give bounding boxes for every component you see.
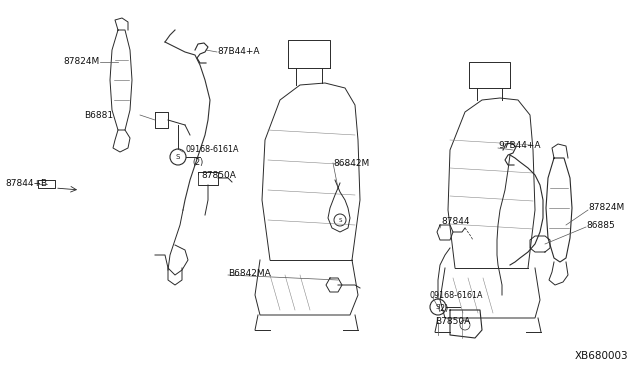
Text: S: S [436, 304, 440, 310]
Text: 87850A: 87850A [201, 170, 236, 180]
Circle shape [334, 214, 346, 226]
Text: 87824M: 87824M [588, 203, 624, 212]
Text: (2): (2) [437, 304, 448, 312]
Text: 86885: 86885 [586, 221, 615, 230]
Text: 86842M: 86842M [333, 158, 369, 167]
Text: (2): (2) [192, 157, 204, 167]
Text: 87B44+A: 87B44+A [217, 48, 259, 57]
Text: 09168-6161A: 09168-6161A [430, 292, 483, 301]
Circle shape [430, 299, 446, 315]
Text: 87844: 87844 [441, 218, 470, 227]
Text: B6881: B6881 [84, 110, 113, 119]
Text: B7850A: B7850A [435, 317, 470, 326]
Text: 97B44+A: 97B44+A [498, 141, 541, 150]
Text: 87824M: 87824M [64, 58, 100, 67]
Text: 87844+B: 87844+B [5, 180, 47, 189]
Text: 09168-6161A: 09168-6161A [186, 145, 239, 154]
Text: S: S [339, 218, 342, 222]
Text: B6842MA: B6842MA [228, 269, 271, 278]
Text: XB680003: XB680003 [574, 351, 628, 361]
Text: S: S [176, 154, 180, 160]
Circle shape [170, 149, 186, 165]
